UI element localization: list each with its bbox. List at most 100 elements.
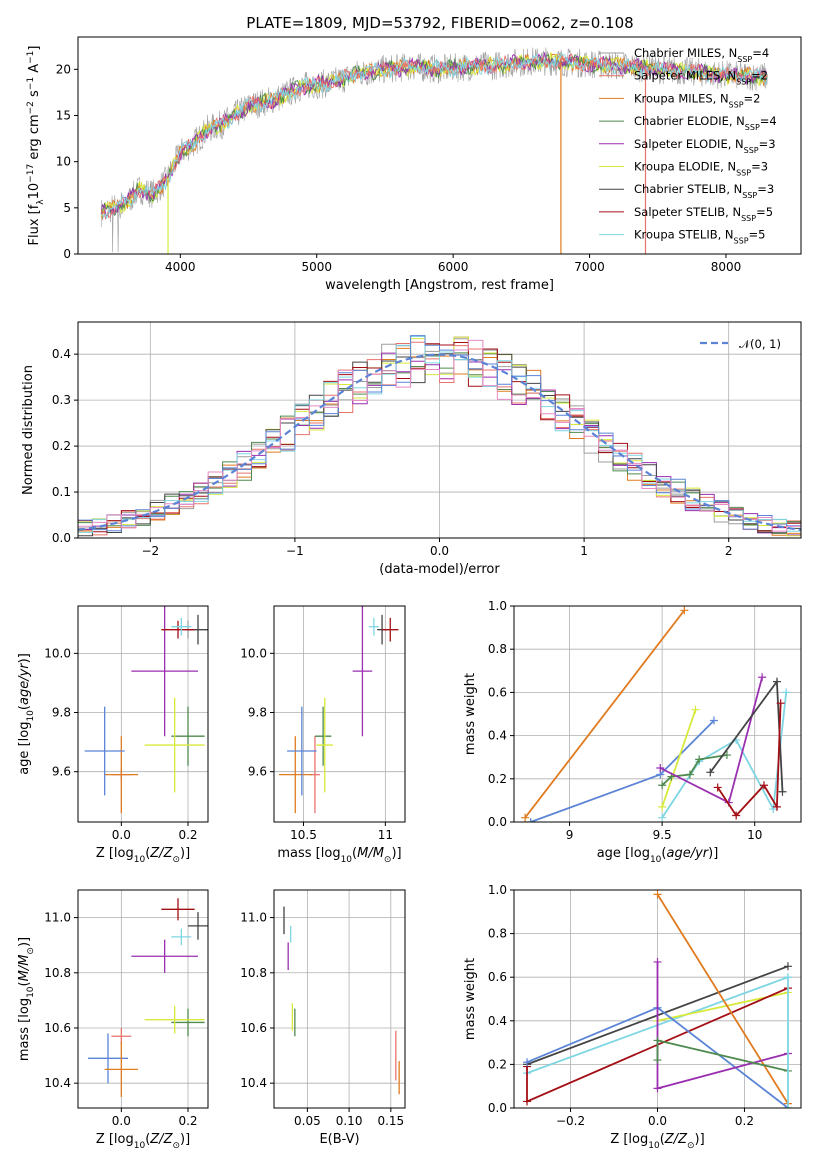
y-tick-label: 10.4 — [240, 1076, 267, 1090]
legend-label-cm: Chabrier MILES, NSSP=4 — [634, 46, 769, 64]
label-part: )] — [180, 1132, 190, 1147]
label-part: ⊙ — [172, 1141, 180, 1151]
label-part: ⊙ — [172, 855, 180, 865]
y-axis-label: mass weight — [463, 673, 478, 755]
axes-frame — [273, 605, 406, 823]
mw-marker-cs — [778, 787, 787, 796]
y-tick-label: 10.6 — [240, 1021, 267, 1035]
axes-frame — [77, 605, 209, 823]
plot-area — [100, 47, 769, 254]
label-part: age/yr — [666, 846, 709, 861]
y-tick-label: 0.4 — [488, 1014, 507, 1028]
label-part: ( — [660, 1132, 665, 1147]
legend-label-km: Kroupa MILES, NSSP=2 — [634, 91, 760, 109]
y-tick-label: 9.8 — [248, 706, 267, 720]
y-tick-label: 11.0 — [240, 911, 267, 925]
mw-marker-cs — [772, 677, 781, 686]
label-part: Z [log — [96, 1132, 134, 1147]
mw-marker-ks2 — [783, 973, 792, 982]
mw-marker-ss — [732, 811, 741, 820]
x-axis-label: Z [log10(Z/Z⊙)] — [610, 1132, 704, 1151]
legend-sub: SSP — [736, 168, 751, 177]
label-part: M/M — [17, 955, 32, 982]
mw-line-ke — [661, 709, 697, 808]
mw-marker-ke — [691, 705, 700, 714]
label-part: −1 — [26, 77, 36, 90]
label-part: 10 — [26, 710, 36, 722]
y-tick-label: 9.8 — [52, 706, 71, 720]
mw-marker-ks2 — [783, 1104, 792, 1108]
gaussian-curve — [78, 353, 801, 531]
axes-frame — [273, 889, 406, 1109]
legend-n: =4 — [760, 114, 777, 128]
label-part: A — [27, 64, 42, 77]
y-tick-label: 11.0 — [44, 911, 71, 925]
plot-area — [523, 890, 792, 1108]
label-part: ( — [17, 981, 32, 986]
mw-marker-ce — [653, 1036, 662, 1045]
y-axis-label: mass weight — [463, 958, 478, 1040]
legend-n: =3 — [759, 137, 776, 151]
x-tick-label: 0.05 — [294, 1114, 321, 1128]
mw-marker-ce — [658, 781, 667, 790]
axes-frame — [513, 889, 802, 1109]
plot-area — [278, 606, 399, 814]
label-part: )] — [17, 653, 32, 663]
mw-line-km — [524, 609, 686, 819]
legend-n: =3 — [757, 182, 774, 196]
x-tick-label: 0.2 — [735, 1114, 754, 1128]
label-part: ( — [352, 846, 357, 861]
x-tick-label: 0.0 — [430, 544, 449, 558]
x-axis-label: mass [log10(M/M⊙)] — [277, 846, 401, 865]
x-tick-label: −1 — [286, 544, 304, 558]
label-part: )] — [17, 937, 32, 947]
legend-text: Kroupa ELODIE, N — [634, 160, 736, 174]
y-axis-label: mass [log10(M/M⊙)] — [17, 937, 36, 1061]
x-tick-label: 7000 — [574, 260, 605, 274]
legend-label-sm: Salpeter MILES, NSSP=2 — [634, 69, 768, 87]
label-part: −2 — [26, 101, 36, 114]
x-tick-label: 9 — [566, 828, 574, 842]
label-part: )] — [391, 846, 401, 861]
x-tick-label: 8000 — [711, 260, 742, 274]
mw-line-km — [656, 893, 789, 1105]
x-tick-label: 0.15 — [377, 1114, 404, 1128]
mw-marker-se — [656, 764, 665, 772]
plot-area — [283, 906, 400, 1095]
x-tick-label: 0.2 — [178, 828, 197, 842]
mw-marker-cs — [706, 768, 715, 777]
mw-marker-km — [653, 890, 662, 899]
mw-marker-km — [521, 813, 530, 822]
y-tick-label: 0.2 — [52, 439, 71, 453]
plot-area — [88, 898, 208, 1097]
x-tick-label: 10 — [747, 828, 762, 842]
residual-hist-pink — [78, 339, 801, 532]
label-part: mass weight — [463, 673, 478, 755]
x-axis-label: E(B-V) — [319, 1132, 359, 1147]
x-axis-label: Z [log10(Z/Z⊙)] — [96, 1132, 190, 1151]
y-tick-label: 0 — [63, 247, 71, 261]
label-part: Z/Z — [664, 1132, 688, 1147]
y-tick-label: 0.6 — [488, 970, 507, 984]
y-tick-label: 0.4 — [488, 729, 507, 743]
y-tick-label: 0.8 — [488, 927, 507, 941]
y-tick-label: 0.0 — [488, 1101, 507, 1115]
x-tick-label: 5000 — [301, 260, 332, 274]
legend-n: =2 — [744, 91, 761, 105]
label-part: Z [log — [610, 1132, 648, 1147]
mw-line-ce — [656, 1039, 789, 1072]
x-axis-label: age [log10(age/yr)] — [597, 846, 719, 865]
y-tick-label: 0.2 — [488, 772, 507, 786]
mw-marker-blue — [523, 1058, 532, 1067]
y-tick-label: 0.1 — [52, 485, 71, 499]
x-tick-label: 1 — [580, 544, 588, 558]
y-tick-label: 0.3 — [52, 393, 71, 407]
axes-mass_vs_Z: 0.0 0.210.410.610.811.0Z [log10(Z/Z⊙)]mas… — [17, 889, 209, 1151]
label-part: 10 — [134, 1141, 146, 1151]
y-axis-label: Flux [fλ10−17 erg cm−2 s−1 A−1] — [26, 46, 46, 246]
figure-title: PLATE=1809, MJD=53792, FIBERID=0062, z=0… — [246, 14, 633, 32]
label-part: Z [log — [96, 846, 134, 861]
spectrum-legend: Chabrier MILES, NSSP=4 Salpeter MILES, NS… — [599, 46, 777, 245]
